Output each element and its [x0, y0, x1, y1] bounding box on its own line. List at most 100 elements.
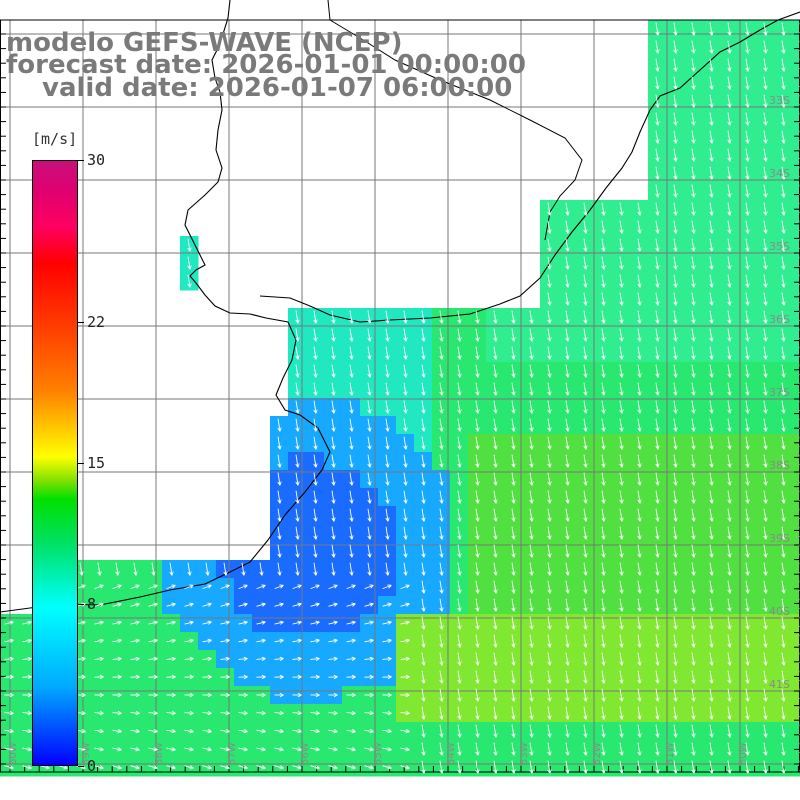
wind-arrow: [529, 382, 534, 396]
wind-arrow: [745, 526, 750, 540]
wind-arrow: [781, 94, 786, 108]
wind-arrow: [745, 346, 750, 360]
wind-arrow: [655, 328, 660, 342]
wind-arrow: [691, 238, 696, 252]
wind-arrow: [331, 328, 336, 342]
wind-arrow: [601, 346, 606, 360]
wind-arrow: [166, 692, 176, 698]
wind-arrow: [673, 724, 678, 738]
wind-arrow: [349, 310, 354, 324]
wind-arrow: [256, 747, 266, 752]
wind-arrow: [565, 580, 570, 594]
wind-arrow: [709, 652, 714, 666]
wind-arrow: [112, 710, 122, 716]
wind-arrow: [184, 710, 194, 716]
wind-arrow: [763, 760, 768, 774]
colorbar-tick-mark: [78, 766, 84, 767]
wind-arrow: [256, 729, 266, 734]
wind-arrow: [673, 436, 678, 450]
wind-arrow: [565, 256, 570, 270]
wind-arrow: [601, 670, 606, 684]
wind-arrow: [220, 729, 230, 734]
wind-arrow: [439, 634, 444, 648]
wind-arrow: [385, 490, 390, 504]
wind-arrow: [583, 760, 588, 774]
wind-arrow: [745, 724, 750, 738]
wind-arrow: [400, 710, 410, 716]
wind-arrow: [781, 580, 786, 594]
wind-arrow: [421, 346, 426, 360]
wind-arrow: [709, 148, 714, 162]
wind-arrow: [313, 310, 318, 324]
wind-arrow: [637, 238, 642, 252]
wind-arrow: [745, 364, 750, 378]
wind-arrow: [763, 58, 768, 72]
wind-arrow: [673, 418, 678, 432]
colorbar-tick-mark: [78, 604, 84, 606]
wind-arrow: [619, 562, 624, 576]
wind-arrow: [313, 346, 318, 360]
wind-arrow: [130, 747, 140, 752]
wind-arrow: [457, 364, 462, 378]
wind-arrow: [94, 674, 104, 680]
wind-arrow: [781, 256, 786, 270]
wind-arrow: [781, 220, 786, 234]
longitude-label: 56W: [300, 742, 311, 765]
speed-cell: [792, 308, 800, 327]
wind-arrow: [292, 692, 302, 698]
wind-arrow: [475, 742, 480, 756]
wind-arrow: [637, 526, 642, 540]
wind-arrow: [400, 620, 410, 625]
wind-arrow: [727, 382, 732, 396]
wind-arrow: [277, 472, 282, 486]
wind-arrow: [457, 436, 462, 450]
wind-arrow: [565, 598, 570, 612]
wind-arrow: [112, 747, 122, 752]
speed-cell: [792, 56, 800, 75]
wind-arrow: [328, 602, 338, 607]
wind-arrow: [583, 688, 588, 702]
wind-arrow: [313, 382, 318, 396]
wind-arrow: [112, 620, 122, 625]
wind-arrow: [637, 706, 642, 720]
wind-arrow: [220, 710, 230, 716]
wind-arrow: [781, 418, 786, 432]
wind-arrow: [763, 580, 768, 594]
wind-arrow: [310, 747, 320, 752]
wind-arrow: [364, 602, 374, 607]
wind-arrow: [691, 436, 696, 450]
speed-cell: [792, 686, 800, 705]
wind-arrow: [763, 634, 768, 648]
wind-arrow: [547, 490, 552, 504]
wind-arrow: [529, 400, 534, 414]
wind-arrow: [76, 747, 86, 752]
wind-arrow: [763, 616, 768, 630]
wind-arrow: [691, 292, 696, 306]
wind-arrow: [583, 364, 588, 378]
wind-arrow: [529, 742, 534, 756]
wind-arrow: [493, 670, 498, 684]
wind-arrow: [364, 620, 374, 625]
wind-arrow: [22, 638, 32, 643]
wind-arrow: [349, 472, 354, 486]
wind-arrow: [583, 724, 588, 738]
latitude-label: 34S: [769, 167, 790, 180]
wind-arrow: [745, 706, 750, 720]
wind-arrow: [583, 454, 588, 468]
wind-arrow: [403, 418, 408, 432]
wind-arrow: [310, 620, 320, 625]
wind-arrow: [601, 598, 606, 612]
wind-arrow: [403, 346, 408, 360]
wind-arrow: [403, 310, 408, 324]
wind-arrow: [187, 256, 192, 270]
wind-arrow: [439, 598, 444, 612]
speed-cell: [792, 596, 800, 615]
wind-arrow: [421, 436, 426, 450]
wind-arrow: [673, 544, 678, 558]
wind-arrow: [745, 436, 750, 450]
wind-arrow: [529, 526, 534, 540]
wind-arrow: [529, 310, 534, 324]
wind-arrow: [238, 602, 248, 607]
wind-arrow: [421, 508, 426, 522]
wind-arrow: [547, 256, 552, 270]
